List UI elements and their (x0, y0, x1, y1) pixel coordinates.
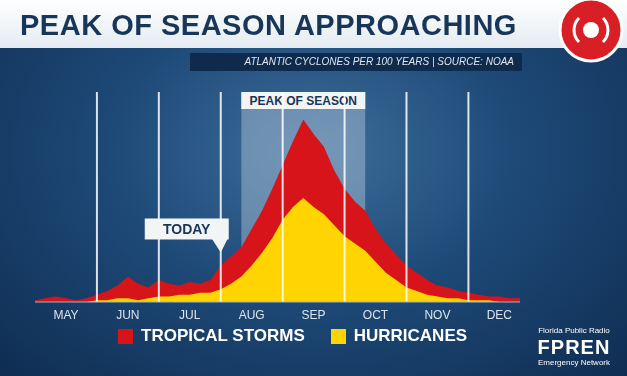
html-text:PEAK OF SEASON APPROACHING: PEAK OF SEASON APPROACHING (20, 9, 517, 41)
html-text:Emergency Network: Emergency Network (538, 358, 610, 367)
svg-text:TODAY: TODAY (163, 221, 211, 237)
svg-text:JUL: JUL (179, 308, 201, 322)
svg-text:DEC: DEC (487, 308, 513, 322)
svg-text:OCT: OCT (363, 308, 389, 322)
svg-text:JUN: JUN (116, 308, 139, 322)
svg-text:NOV: NOV (424, 308, 450, 322)
html-text:HURRICANES: HURRICANES (353, 326, 468, 345)
html-text:ATLANTIC CYCLONES PER 100 YEAR: ATLANTIC CYCLONES PER 100 YEARS | SOURCE… (244, 56, 514, 67)
svg-text:PEAK OF SEASON: PEAK OF SEASON (250, 94, 357, 108)
html-text:Florida Public Radio: Florida Public Radio (538, 326, 610, 335)
svg-text:SEP: SEP (302, 308, 326, 322)
svg-text:AUG: AUG (239, 308, 265, 322)
html-text:TROPICAL STORMS: TROPICAL STORMS (141, 326, 305, 345)
html-text:FPREN: FPREN (537, 336, 611, 358)
svg-text:MAY: MAY (53, 308, 78, 322)
